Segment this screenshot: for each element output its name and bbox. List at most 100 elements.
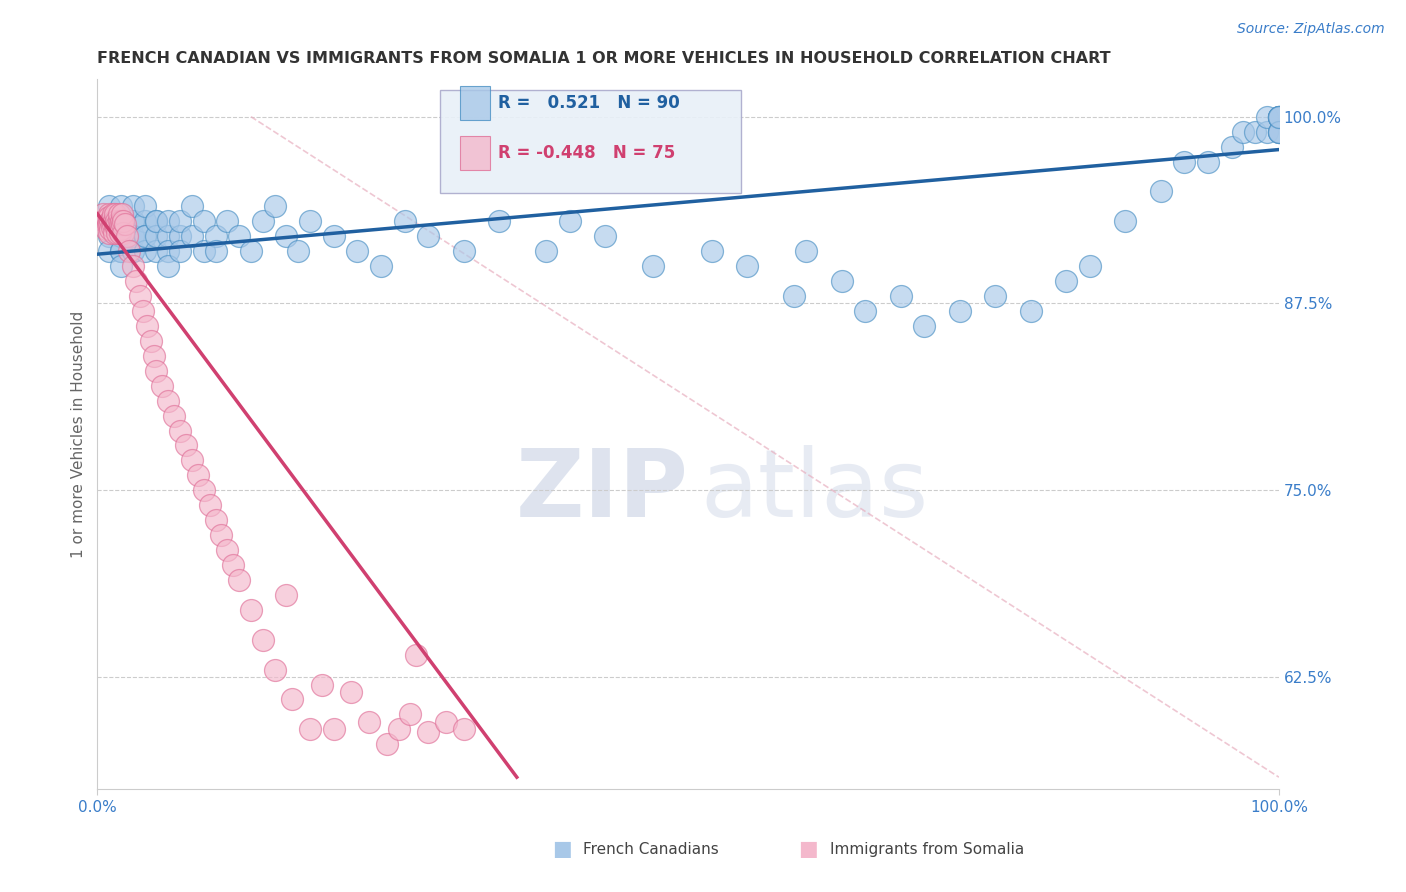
- Text: R = -0.448   N = 75: R = -0.448 N = 75: [498, 145, 675, 162]
- Point: [1244, 125, 1267, 139]
- Point: [157, 259, 180, 273]
- Point: [1114, 214, 1136, 228]
- Point: [145, 364, 167, 378]
- Point: [281, 692, 304, 706]
- Point: [110, 259, 132, 273]
- Point: [276, 229, 298, 244]
- Text: ■: ■: [553, 839, 572, 859]
- Point: [101, 217, 124, 231]
- Point: [193, 483, 215, 498]
- FancyBboxPatch shape: [460, 136, 489, 170]
- Point: [97, 217, 120, 231]
- Point: [110, 214, 132, 228]
- Point: [145, 214, 167, 228]
- Text: ZIP: ZIP: [515, 445, 688, 537]
- Point: [98, 214, 121, 228]
- Point: [1220, 139, 1243, 153]
- Point: [831, 274, 853, 288]
- Point: [104, 217, 127, 231]
- Point: [107, 217, 129, 231]
- Point: [193, 244, 215, 259]
- Point: [890, 289, 912, 303]
- Point: [209, 528, 232, 542]
- Point: [1268, 110, 1291, 124]
- Point: [134, 244, 156, 259]
- Point: [103, 227, 125, 241]
- Point: [311, 677, 333, 691]
- Text: Immigrants from Somalia: Immigrants from Somalia: [830, 842, 1024, 856]
- Point: [145, 244, 167, 259]
- Point: [108, 227, 131, 241]
- Point: [98, 199, 121, 213]
- Point: [1268, 125, 1291, 139]
- Text: French Canadians: French Canadians: [583, 842, 720, 856]
- Point: [322, 229, 344, 244]
- Point: [169, 214, 191, 228]
- Point: [299, 214, 322, 228]
- Point: [143, 349, 166, 363]
- Point: [100, 211, 122, 226]
- Point: [110, 214, 132, 228]
- Point: [121, 259, 143, 273]
- Point: [91, 207, 114, 221]
- Point: [1268, 110, 1291, 124]
- Point: [853, 304, 876, 318]
- Point: [1197, 154, 1219, 169]
- Point: [134, 229, 156, 244]
- Point: [169, 424, 191, 438]
- Point: [1019, 304, 1042, 318]
- Point: [217, 214, 239, 228]
- Point: [287, 244, 309, 259]
- Text: Source: ZipAtlas.com: Source: ZipAtlas.com: [1237, 22, 1385, 37]
- Point: [100, 220, 122, 235]
- Point: [1054, 274, 1077, 288]
- Point: [217, 543, 239, 558]
- Point: [735, 259, 758, 273]
- Point: [163, 409, 186, 423]
- Point: [641, 259, 664, 273]
- Point: [98, 244, 121, 259]
- Point: [110, 244, 132, 259]
- Point: [346, 244, 368, 259]
- Point: [1256, 125, 1278, 139]
- Point: [98, 217, 121, 231]
- Point: [1268, 110, 1291, 124]
- Point: [322, 723, 344, 737]
- Point: [914, 318, 936, 333]
- Point: [399, 707, 422, 722]
- Point: [108, 217, 131, 231]
- Text: ■: ■: [799, 839, 818, 859]
- Point: [453, 244, 475, 259]
- Point: [96, 211, 118, 226]
- Point: [118, 244, 141, 259]
- Point: [157, 393, 180, 408]
- Point: [103, 214, 125, 228]
- Point: [193, 214, 215, 228]
- Point: [1268, 125, 1291, 139]
- Point: [110, 244, 132, 259]
- Point: [139, 334, 162, 348]
- Point: [434, 714, 457, 729]
- Text: FRENCH CANADIAN VS IMMIGRANTS FROM SOMALIA 1 OR MORE VEHICLES IN HOUSEHOLD CORRE: FRENCH CANADIAN VS IMMIGRANTS FROM SOMAL…: [97, 51, 1111, 66]
- Point: [105, 220, 128, 235]
- Point: [370, 259, 392, 273]
- Point: [114, 217, 136, 231]
- Point: [222, 558, 245, 572]
- Point: [115, 229, 138, 244]
- Point: [121, 214, 143, 228]
- Point: [110, 221, 132, 235]
- Point: [121, 229, 143, 244]
- Point: [169, 229, 191, 244]
- Point: [949, 304, 972, 318]
- Text: atlas: atlas: [700, 445, 928, 537]
- Point: [595, 229, 617, 244]
- Point: [104, 207, 127, 221]
- Point: [107, 227, 129, 241]
- Point: [1268, 110, 1291, 124]
- Point: [98, 221, 121, 235]
- Point: [228, 229, 250, 244]
- Point: [134, 229, 156, 244]
- Point: [112, 214, 135, 228]
- Point: [263, 199, 285, 213]
- Point: [1256, 110, 1278, 124]
